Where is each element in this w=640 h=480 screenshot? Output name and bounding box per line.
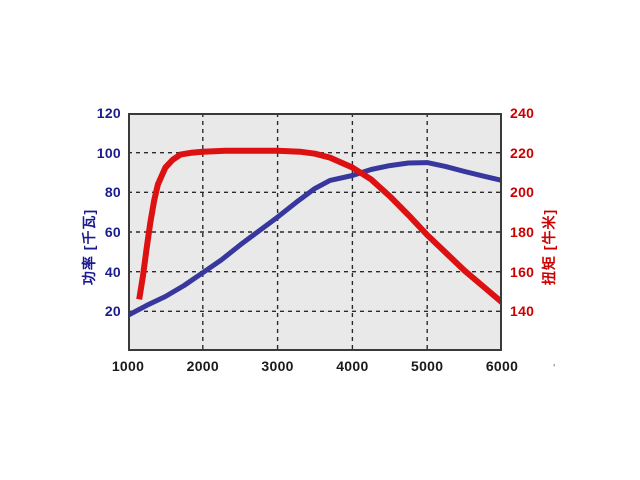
left-axis-tick-label: 40 [104,263,121,280]
right-axis-tick-label: 140 [510,303,535,320]
plot-area [128,113,502,351]
left-axis-tick-label: 120 [96,105,121,121]
right-axis-tick-label: 240 [510,105,535,121]
right-axis-tick-label: 220 [510,144,535,161]
left-axis-tick-label: 20 [104,303,121,320]
x-axis-tick-label: 1000 [111,358,145,374]
plot-svg [128,113,502,351]
x-axis-tick-label: 5000 [411,358,444,374]
right-axis-tick-label: 180 [510,224,535,240]
right-axis-tick-label: 200 [510,184,535,201]
x-axis-tick-label: 2000 [186,358,219,374]
plot-border [128,113,502,351]
left-axis-tick-label: 80 [104,184,121,201]
x-axis-tick-label: 6000 [485,358,519,374]
torque-curve [136,147,502,305]
right-axis-tick-label: 160 [510,263,535,280]
left-axis-tick-label: 60 [104,224,121,240]
left-axis-tick-label: 100 [96,144,121,161]
stray-mark: ' [553,363,556,374]
x-axis-tick-label: 3000 [261,358,294,374]
power-curve [128,160,502,318]
x-axis-tick-label: 4000 [336,358,369,374]
